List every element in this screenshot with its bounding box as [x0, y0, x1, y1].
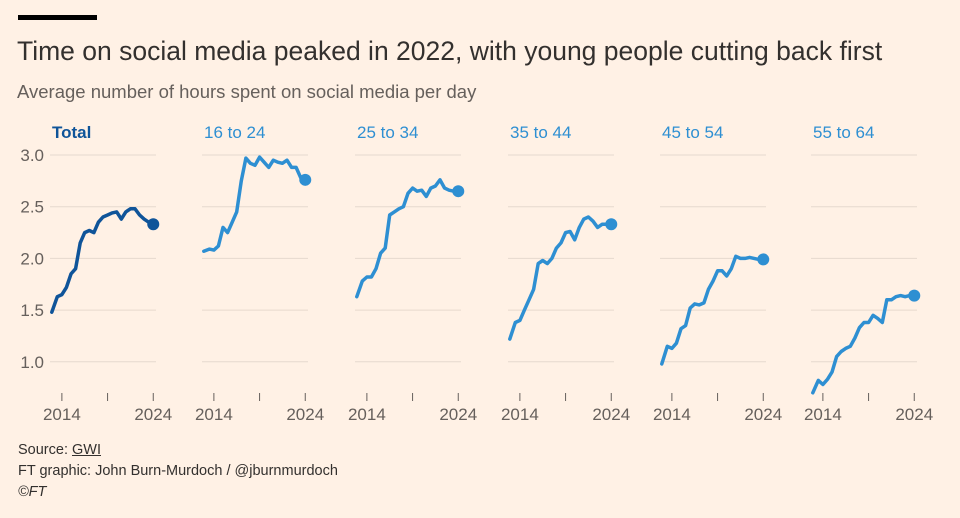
series-line-25-to-34	[355, 178, 461, 299]
footer: Source: GWI FT graphic: John Burn-Murdoc…	[18, 440, 338, 503]
end-point-dot	[147, 218, 160, 231]
source-link[interactable]: GWI	[72, 442, 101, 458]
y-tick-label: 2.0	[20, 249, 44, 268]
series-line-45-to-54	[660, 254, 766, 366]
panel-title: 16 to 24	[204, 123, 265, 142]
panel-title: 55 to 64	[813, 123, 874, 142]
x-tick-label: 2014	[501, 405, 539, 424]
end-point-dot	[452, 185, 465, 198]
x-tick-label: 2024	[286, 405, 324, 424]
x-tick-label: 2014	[348, 405, 386, 424]
panel-title: 25 to 34	[357, 123, 418, 142]
y-tick-label: 3.0	[20, 146, 44, 165]
series-line-55-to-64	[811, 293, 917, 395]
chart-subtitle: Average number of hours spent on social …	[17, 81, 477, 102]
y-tick-label: 2.5	[20, 198, 44, 217]
x-tick-label: 2024	[592, 405, 630, 424]
source-line: Source: GWI	[18, 440, 338, 461]
x-tick-label: 2014	[195, 405, 233, 424]
x-tick-label: 2024	[744, 405, 782, 424]
ft-brand-bar	[18, 15, 97, 20]
end-point-dot	[605, 218, 618, 231]
panel-title: Total	[52, 123, 91, 142]
chart-title: Time on social media peaked in 2022, wit…	[17, 36, 883, 66]
x-tick-label: 2024	[134, 405, 172, 424]
series-line-35-to-44	[508, 215, 614, 341]
y-tick-label: 1.0	[20, 353, 44, 372]
panel-title: 45 to 54	[662, 123, 723, 142]
series-line-16-to-24	[202, 155, 308, 253]
x-tick-label: 2024	[439, 405, 477, 424]
source-label: Source:	[18, 442, 72, 458]
copyright: ©FT	[18, 484, 47, 500]
panel-title: 35 to 44	[510, 123, 571, 142]
end-point-dot	[757, 253, 770, 266]
credit-line: FT graphic: John Burn-Murdoch / @jburnmu…	[18, 463, 338, 479]
series-line-total	[50, 207, 156, 314]
y-tick-label: 1.5	[20, 301, 44, 320]
x-tick-label: 2014	[804, 405, 842, 424]
end-point-dot	[299, 173, 312, 186]
x-tick-label: 2014	[43, 405, 81, 424]
x-tick-label: 2014	[653, 405, 691, 424]
end-point-dot	[908, 289, 921, 302]
x-tick-label: 2024	[895, 405, 933, 424]
